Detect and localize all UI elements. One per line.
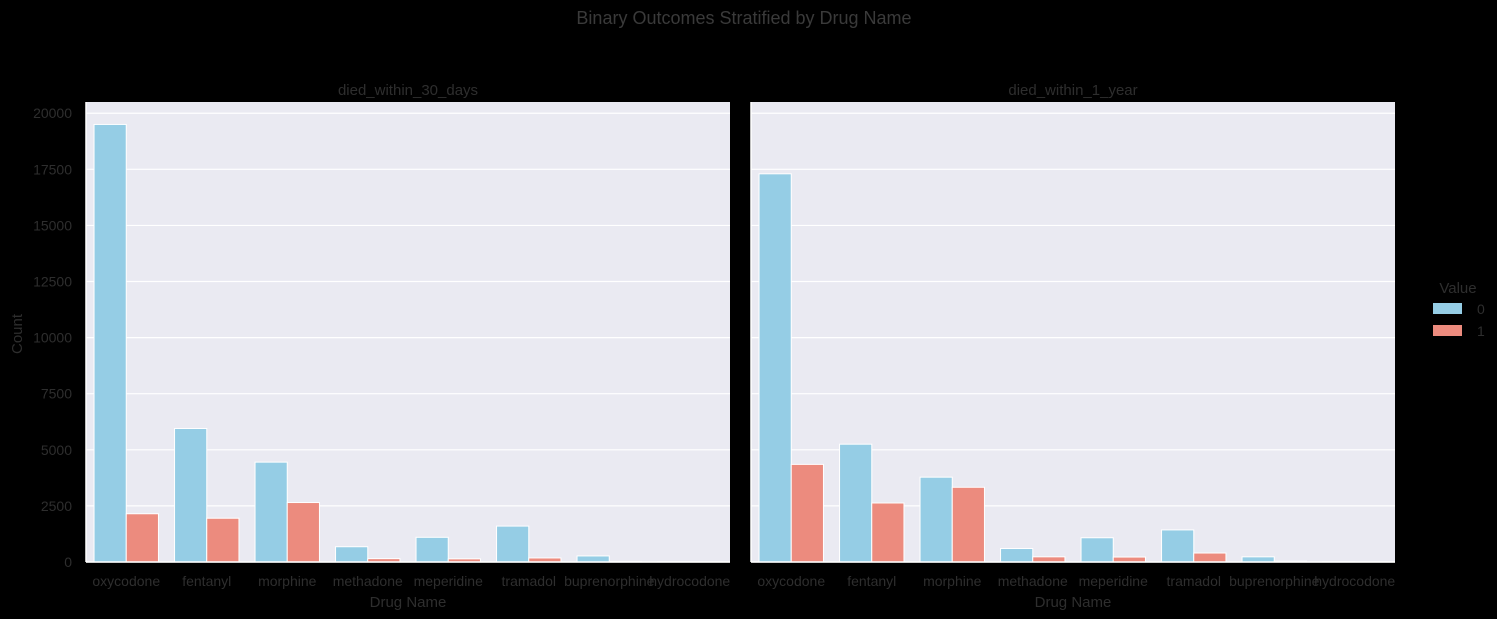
x-tick-label: fentanyl [182, 573, 231, 589]
y-axis-label: Count [9, 313, 26, 354]
facet-panel-2: died_within_1_year oxycodone fentanyl morph… [750, 82, 1395, 611]
facet-title: died_within_30_days [338, 82, 478, 99]
facet-panel-1: died_within_30_days oxycodone fentanyl morp… [9, 82, 730, 611]
bar-fentanyl-series-1 [206, 517, 240, 563]
x-tick-label: meperidine [414, 573, 483, 589]
bar-tramadol-series-0 [1161, 529, 1195, 563]
x-tick-label: oxycodone [92, 573, 160, 589]
x-tick-label: hydrocodone [1314, 573, 1395, 589]
x-tick-label: tramadol [1167, 573, 1221, 589]
chart-title: Binary Outcomes Stratified by Drug Name [576, 8, 911, 28]
x-tick-label: meperidine [1079, 573, 1148, 589]
x-tick-label: fentanyl [847, 573, 896, 589]
x-axis-label: Drug Name [370, 594, 447, 611]
bar-fentanyl-series-1 [871, 502, 905, 563]
y-tick-label: 20000 [33, 105, 72, 121]
legend-swatch-1 [1433, 325, 1462, 336]
x-tick-label: methadone [998, 573, 1068, 589]
facet-title: died_within_1_year [1008, 82, 1137, 99]
bar-tramadol-series-0 [496, 525, 530, 563]
x-tick-label: oxycodone [757, 573, 825, 589]
bar-buprenorphine-series-0 [576, 555, 610, 563]
x-tick-label: morphine [923, 573, 982, 589]
y-tick-label: 2500 [41, 498, 72, 514]
y-tick-label: 15000 [33, 217, 72, 233]
facet-panels: died_within_30_days oxycodone fentanyl morp… [9, 82, 1395, 611]
legend-title: Value [1439, 280, 1476, 297]
y-tick-label: 5000 [41, 442, 72, 458]
y-tick-label: 12500 [33, 274, 72, 290]
x-tick-label: hydrocodone [649, 573, 730, 589]
bar-meperidine-series-0 [1080, 537, 1114, 563]
bar-methadone-series-0 [335, 546, 369, 563]
legend-label-1: 1 [1477, 323, 1485, 339]
bar-oxycodone-series-1 [790, 463, 824, 563]
bar-morphine-series-1 [286, 502, 320, 563]
bar-meperidine-series-0 [415, 536, 449, 563]
y-tick-label: 10000 [33, 330, 72, 346]
bar-oxycodone-series-0 [93, 123, 127, 563]
legend-swatch-0 [1433, 303, 1462, 314]
bar-tramadol-series-1 [1193, 552, 1227, 563]
y-tick-label: 7500 [41, 386, 72, 402]
x-tick-label: methadone [333, 573, 403, 589]
bar-fentanyl-series-0 [839, 443, 873, 563]
x-tick-label: buprenorphine [564, 573, 655, 589]
bar-morphine-series-0 [919, 476, 953, 563]
bar-oxycodone-series-0 [758, 173, 792, 563]
bar-morphine-series-0 [254, 461, 288, 563]
x-tick-label: tramadol [502, 573, 556, 589]
legend-label-0: 0 [1477, 301, 1485, 317]
bar-buprenorphine-series-0 [1241, 556, 1275, 563]
bar-fentanyl-series-0 [174, 427, 208, 563]
bar-morphine-series-1 [951, 486, 985, 563]
bar-oxycodone-series-1 [125, 513, 159, 563]
y-tick-label: 0 [64, 554, 72, 570]
y-tick-label: 17500 [33, 161, 72, 177]
x-tick-label: morphine [258, 573, 317, 589]
x-axis-label: Drug Name [1035, 594, 1112, 611]
bar-methadone-series-1 [1032, 556, 1066, 563]
x-tick-label: buprenorphine [1229, 573, 1320, 589]
bar-methadone-series-0 [1000, 548, 1034, 563]
